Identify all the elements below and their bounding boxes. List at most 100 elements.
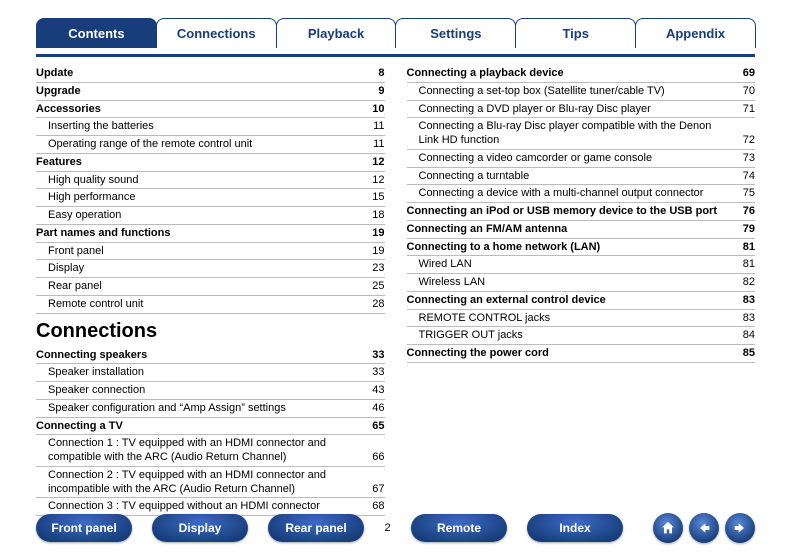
rear-panel-button[interactable]: Rear panel: [268, 514, 364, 542]
toc-page: 72: [727, 134, 755, 148]
toc-page: 85: [727, 347, 755, 361]
toc-label: Accessories: [36, 103, 357, 117]
toc-label: Operating range of the remote control un…: [36, 138, 357, 152]
toc-label: Connecting a device with a multi-channel…: [407, 187, 728, 201]
toc-row[interactable]: Connecting a TV65: [36, 418, 385, 436]
toc-page: 8: [357, 67, 385, 81]
toc-row[interactable]: Speaker connection43: [36, 382, 385, 400]
toc-row[interactable]: Connecting a playback device69: [407, 65, 756, 83]
toc-page: 19: [357, 245, 385, 259]
toc-label: Part names and functions: [36, 227, 357, 241]
toc-row[interactable]: Wireless LAN82: [407, 274, 756, 292]
section-title-connections: Connections: [36, 320, 385, 343]
toc-page: 68: [357, 500, 385, 514]
toc-label: High performance: [36, 191, 357, 205]
tab-appendix[interactable]: Appendix: [635, 18, 756, 48]
toc-row[interactable]: Connecting an external control device83: [407, 292, 756, 310]
toc-row[interactable]: TRIGGER OUT jacks84: [407, 327, 756, 345]
toc-page: 67: [357, 483, 385, 497]
forward-button[interactable]: [725, 513, 755, 543]
toc-row[interactable]: Display23: [36, 260, 385, 278]
back-button[interactable]: [689, 513, 719, 543]
toc-row[interactable]: Connection 1 : TV equipped with an HDMI …: [36, 435, 385, 467]
toc-row[interactable]: Part names and functions19: [36, 225, 385, 243]
toc-label: Connecting to a home network (LAN): [407, 241, 728, 255]
toc-row[interactable]: Remote control unit28: [36, 296, 385, 314]
toc-row[interactable]: Easy operation18: [36, 207, 385, 225]
toc-row[interactable]: Speaker installation33: [36, 364, 385, 382]
toc-row[interactable]: Connecting a device with a multi-channel…: [407, 185, 756, 203]
toc-page: 65: [357, 420, 385, 434]
toc-page: 28: [357, 298, 385, 312]
toc-row[interactable]: Connecting a DVD player or Blu-ray Disc …: [407, 101, 756, 119]
toc-page: 11: [357, 120, 385, 134]
toc-page: 83: [727, 312, 755, 326]
toc-page: 25: [357, 280, 385, 294]
toc-row[interactable]: Connecting an FM/AM antenna79: [407, 221, 756, 239]
toc-page: 66: [357, 451, 385, 465]
toc-page: 10: [357, 103, 385, 117]
toc-page: 11: [357, 138, 385, 152]
toc-page: 46: [357, 402, 385, 416]
toc-left-column: Update8Upgrade9Accessories10Inserting th…: [36, 65, 385, 516]
toc-row[interactable]: Operating range of the remote control un…: [36, 136, 385, 154]
toc-row[interactable]: Rear panel25: [36, 278, 385, 296]
toc-label: Connection 2 : TV equipped with an HDMI …: [36, 469, 357, 497]
toc-label: Connecting a playback device: [407, 67, 728, 81]
tab-connections[interactable]: Connections: [156, 18, 277, 48]
toc-label: Speaker connection: [36, 384, 357, 398]
toc-page: 79: [727, 223, 755, 237]
toc-page: 81: [727, 258, 755, 272]
toc-page: 81: [727, 241, 755, 255]
toc-label: Features: [36, 156, 357, 170]
display-button[interactable]: Display: [152, 514, 248, 542]
toc-row[interactable]: Inserting the batteries11: [36, 118, 385, 136]
toc-row[interactable]: High performance15: [36, 189, 385, 207]
toc-label: TRIGGER OUT jacks: [407, 329, 728, 343]
toc-label: Wired LAN: [407, 258, 728, 272]
page: ContentsConnectionsPlaybackSettingsTipsA…: [0, 0, 791, 557]
toc-row[interactable]: Connecting a turntable74: [407, 168, 756, 186]
tab-strip-underline: [36, 54, 755, 57]
toc-label: Connecting a set-top box (Satellite tune…: [407, 85, 728, 99]
toc-label: High quality sound: [36, 174, 357, 188]
home-icon: [660, 520, 676, 536]
toc-page: 33: [357, 349, 385, 363]
toc-row[interactable]: High quality sound12: [36, 172, 385, 190]
toc-page: 9: [357, 85, 385, 99]
toc-row[interactable]: Connecting an iPod or USB memory device …: [407, 203, 756, 221]
toc-page: 15: [357, 191, 385, 205]
toc-row[interactable]: Upgrade9: [36, 83, 385, 101]
toc-page: 19: [357, 227, 385, 241]
tab-settings[interactable]: Settings: [395, 18, 516, 48]
toc-label: Display: [36, 262, 357, 276]
index-button[interactable]: Index: [527, 514, 623, 542]
toc-row[interactable]: Wired LAN81: [407, 256, 756, 274]
toc-page: 23: [357, 262, 385, 276]
toc-row[interactable]: Accessories10: [36, 101, 385, 119]
tab-playback[interactable]: Playback: [276, 18, 397, 48]
toc-right-column: Connecting a playback device69Connecting…: [407, 65, 756, 516]
toc-row[interactable]: Update8: [36, 65, 385, 83]
toc-row[interactable]: Features12: [36, 154, 385, 172]
toc-row[interactable]: Speaker configuration and “Amp Assign” s…: [36, 400, 385, 418]
tab-contents[interactable]: Contents: [36, 18, 157, 48]
toc-row[interactable]: Connecting a set-top box (Satellite tune…: [407, 83, 756, 101]
toc-row[interactable]: Connecting the power cord85: [407, 345, 756, 363]
front-panel-button[interactable]: Front panel: [36, 514, 132, 542]
toc-page: 74: [727, 170, 755, 184]
toc-row[interactable]: Connecting speakers33: [36, 347, 385, 365]
toc-row[interactable]: Front panel19: [36, 243, 385, 261]
toc-row[interactable]: Connecting a video camcorder or game con…: [407, 150, 756, 168]
tab-tips[interactable]: Tips: [515, 18, 636, 48]
toc-label: Inserting the batteries: [36, 120, 357, 134]
home-button[interactable]: [653, 513, 683, 543]
toc-page: 71: [727, 103, 755, 117]
remote-button[interactable]: Remote: [411, 514, 507, 542]
toc-row[interactable]: Connecting to a home network (LAN)81: [407, 239, 756, 257]
toc-row[interactable]: Connecting a Blu-ray Disc player compati…: [407, 118, 756, 150]
toc-page: 12: [357, 174, 385, 188]
toc-row[interactable]: Connection 2 : TV equipped with an HDMI …: [36, 467, 385, 499]
toc-label: Front panel: [36, 245, 357, 259]
toc-row[interactable]: REMOTE CONTROL jacks83: [407, 310, 756, 328]
